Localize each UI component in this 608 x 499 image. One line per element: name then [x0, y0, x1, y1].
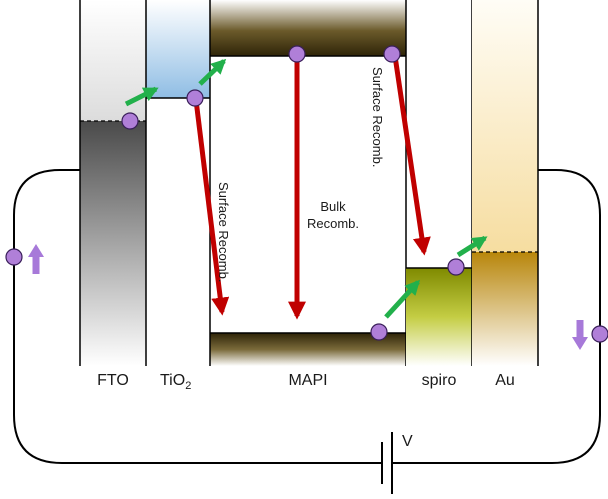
mapi-layer — [209, 0, 407, 366]
surface-recomb-left-label: Surface Recomb. — [216, 182, 231, 282]
current-down-arrow — [572, 320, 588, 350]
carrier-mapi-cb-center — [288, 45, 306, 63]
carrier-spiro — [447, 258, 465, 276]
circuit-wire-left — [13, 169, 382, 464]
surface-recomb-right-label: Surface Recomb. — [370, 67, 385, 167]
transfer-arrow-spiro-au — [456, 235, 488, 258]
surface-recomb-right-arrow — [392, 55, 431, 256]
tio2-layer — [145, 0, 210, 366]
au-label: Au — [495, 372, 515, 389]
carrier-mapi-cb-right — [383, 45, 401, 63]
au-layer — [472, 0, 539, 366]
tio2-label: TiO2 — [160, 372, 191, 392]
transfer-arrow-tio2 — [198, 58, 227, 86]
fto-layer — [79, 0, 146, 366]
fto-band-bottom — [80, 121, 146, 366]
transfer-arrow-fto — [124, 86, 159, 107]
carrier-tio2 — [186, 89, 204, 107]
recombination-arrows — [193, 55, 431, 320]
current-up-arrow — [28, 244, 44, 274]
mapi-conduction-band — [210, 0, 406, 56]
carriers — [5, 45, 608, 343]
carrier-mapi-vb — [370, 323, 388, 341]
voltage-label: V — [402, 433, 413, 450]
fto-band-top — [80, 0, 146, 121]
carrier-circuit-left — [5, 248, 23, 266]
fto-label: FTO — [97, 372, 129, 389]
au-band-top — [472, 0, 538, 252]
current-arrows — [28, 244, 588, 350]
annotations: Surface Recomb. Bulk Recomb. Surface Rec… — [216, 67, 385, 282]
au-band-bottom — [472, 252, 538, 366]
circuit-wire-right — [392, 169, 601, 464]
surface-recomb-left-arrow — [193, 99, 230, 316]
external-circuit: V — [13, 169, 601, 494]
transfer-arrows — [124, 58, 488, 319]
spiro-label: spiro — [422, 372, 457, 389]
mapi-label: MAPI — [288, 372, 327, 389]
carrier-fto — [121, 112, 139, 130]
mapi-valence-band — [210, 333, 406, 366]
carrier-circuit-right — [591, 325, 608, 343]
layer-labels: FTO TiO2 MAPI spiro Au — [97, 372, 515, 392]
bulk-recomb-label-line1: Bulk — [320, 199, 346, 214]
transfer-arrow-mapi-spiro — [384, 279, 421, 319]
bulk-recomb-label-line2: Recomb. — [307, 216, 359, 231]
